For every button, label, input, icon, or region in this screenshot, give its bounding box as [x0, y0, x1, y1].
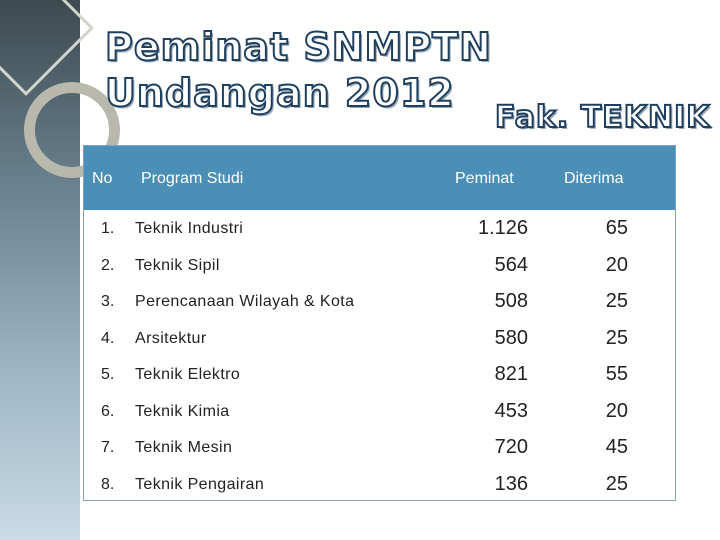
- table-row: 2. Teknik Sipil 564 20: [84, 247, 675, 284]
- peminat-value: 453: [494, 399, 528, 422]
- table-row: 3. Perencanaan Wilayah & Kota 508 25: [84, 283, 675, 320]
- program-name: Teknik Mesin: [135, 439, 233, 456]
- diterima-value: 20: [605, 253, 628, 276]
- row-number: 5.: [101, 366, 115, 383]
- table-header: No Program Studi Peminat Diterima: [84, 146, 675, 210]
- row-number: 1.: [101, 220, 115, 237]
- diterima-value: 20: [605, 399, 628, 422]
- diterima-value: 25: [605, 326, 628, 349]
- header-peminat: Peminat: [455, 170, 514, 187]
- peminat-value: 1.126: [477, 217, 528, 239]
- peminat-value: 136: [494, 472, 528, 495]
- row-number: 4.: [101, 329, 115, 347]
- program-name: Teknik Elektro: [135, 366, 241, 383]
- table-row: 6. Teknik Kimia 453 20: [84, 393, 675, 430]
- table-body: 1. Teknik Industri 1.126 65 2. Teknik Si…: [84, 210, 675, 502]
- row-number: 6.: [101, 402, 115, 420]
- peminat-value: 720: [494, 436, 528, 458]
- program-name: Teknik Kimia: [135, 402, 230, 420]
- table-row: 8. Teknik Pengairan 136 25: [84, 466, 675, 503]
- program-name: Perencanaan Wilayah & Kota: [135, 293, 355, 310]
- peminat-value: 564: [494, 253, 528, 276]
- peminat-value: 508: [494, 290, 528, 312]
- table-row: 1. Teknik Industri 1.126 65: [84, 210, 675, 247]
- program-name: Teknik Industri: [135, 220, 244, 237]
- table-row: 4. Arsitektur 580 25: [84, 320, 675, 357]
- table-row: 5. Teknik Elektro 821 55: [84, 356, 675, 393]
- row-number: 2.: [101, 256, 115, 274]
- decorative-ring: [24, 82, 120, 178]
- header-diterima: Diterima: [564, 170, 624, 187]
- diterima-value: 55: [605, 363, 628, 385]
- row-number: 3.: [101, 293, 115, 310]
- program-name: Teknik Sipil: [135, 256, 220, 274]
- row-number: 8.: [101, 475, 115, 493]
- header-program-studi: Program Studi: [141, 170, 244, 187]
- slide-title: Peminat SNMPTN Undangan 2012: [104, 24, 492, 116]
- diterima-value: 65: [605, 217, 628, 239]
- header-no: No: [92, 170, 113, 187]
- diterima-value: 25: [605, 472, 628, 495]
- table-row: 7. Teknik Mesin 720 45: [84, 429, 675, 466]
- applicants-table: No Program Studi Peminat Diterima 1. Tek…: [83, 145, 676, 501]
- row-number: 7.: [101, 439, 115, 456]
- program-name: Teknik Pengairan: [135, 475, 265, 493]
- program-name: Arsitektur: [135, 329, 207, 347]
- diterima-value: 45: [605, 436, 628, 458]
- peminat-value: 580: [494, 326, 528, 349]
- peminat-value: 821: [494, 363, 528, 385]
- faculty-label: Fak. TEKNIK: [494, 99, 711, 136]
- diterima-value: 25: [605, 290, 628, 312]
